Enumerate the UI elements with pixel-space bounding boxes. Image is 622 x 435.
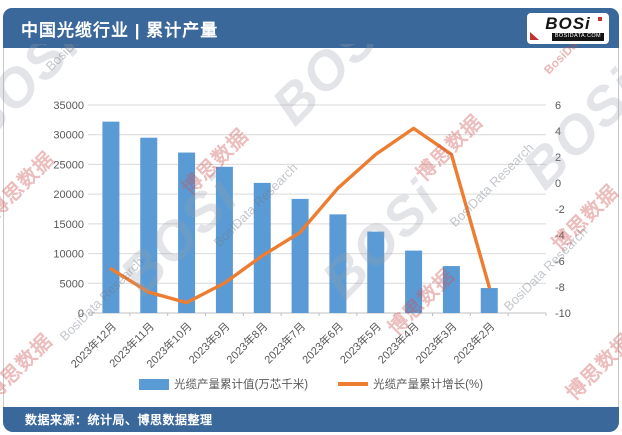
y-axis-right-label: 2 — [555, 152, 561, 164]
chart-legend: 光缆产量累计值(万芯千米) 光缆产量累计增长(%) — [0, 376, 622, 392]
logo-text: BOSi — [545, 14, 591, 34]
logo-triangle-icon — [530, 31, 539, 40]
y-axis-right-label: -4 — [555, 230, 565, 242]
bar — [102, 121, 120, 313]
bosi-logo: BOSi BOSIDATA.COM — [527, 12, 609, 44]
bar — [405, 250, 423, 313]
chart-title: 中国光缆行业 | 累计产量 — [21, 20, 219, 40]
bar — [291, 198, 309, 313]
legend-label: 光缆产量累计值(万芯千米) — [173, 379, 309, 391]
y-axis-right-label: 0 — [555, 178, 561, 190]
bar — [140, 137, 158, 313]
legend-bar-swatch-icon — [138, 378, 169, 390]
x-axis-label: 2023年2月 — [450, 319, 497, 366]
y-axis-left-label: 30000 — [53, 130, 84, 142]
y-axis-left-label: 5000 — [60, 278, 84, 290]
y-axis-right-label: 4 — [555, 126, 561, 138]
footer-bar: 数据来源：统计局、博思数据整理 — [3, 407, 619, 432]
y-axis-left-label: 20000 — [53, 189, 84, 201]
y-axis-right-label: -2 — [555, 204, 565, 216]
y-axis-left-label: 10000 — [53, 249, 84, 261]
data-source-text: 数据来源：统计局、博思数据整理 — [25, 413, 213, 427]
bar — [480, 288, 498, 313]
bar — [329, 214, 347, 313]
combo-chart: 0 5000 10000 15000 20000 25000 30000 35000 6 4 2 0 -… — [53, 100, 571, 371]
bar — [178, 152, 196, 313]
logo-dot-icon — [598, 16, 602, 21]
header-bar: 中国光缆行业 | 累计产量 BOSi BOSIDATA.COM — [3, 8, 619, 48]
y-axis-left-label: 25000 — [53, 159, 84, 171]
legend-label: 光缆产量累计增长(%) — [373, 379, 484, 391]
legend-item: 光缆产量累计增长(%) — [338, 376, 483, 392]
y-axis-left-label: 15000 — [53, 219, 84, 231]
logo-subtext: BOSIDATA.COM — [551, 33, 604, 41]
y-axis-right-label: 6 — [555, 100, 561, 112]
y-axis-right-label: -8 — [555, 282, 565, 294]
y-axis-right-label: -10 — [555, 308, 571, 320]
legend-item: 光缆产量累计值(万芯千米) — [138, 376, 309, 392]
trend-line — [109, 126, 491, 305]
bar — [442, 266, 460, 313]
legend-line-swatch-icon — [338, 382, 369, 386]
bar — [367, 231, 385, 313]
bar — [253, 182, 271, 313]
y-axis-left-label: 35000 — [53, 100, 84, 112]
y-axis-left-label: 0 — [78, 308, 84, 320]
bar — [215, 166, 233, 313]
y-axis-right-label: -6 — [555, 256, 565, 268]
